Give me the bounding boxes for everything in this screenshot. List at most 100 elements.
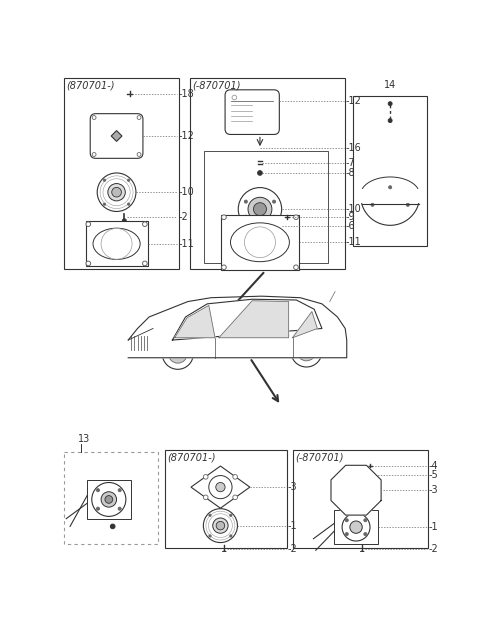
Polygon shape — [175, 306, 215, 338]
Text: -2: -2 — [428, 544, 438, 554]
Circle shape — [291, 336, 322, 367]
Circle shape — [233, 495, 238, 500]
Circle shape — [244, 215, 247, 218]
Circle shape — [340, 502, 344, 507]
Circle shape — [92, 482, 126, 516]
Text: (870701-): (870701-) — [66, 81, 115, 91]
Circle shape — [364, 519, 367, 522]
Text: -3: -3 — [287, 482, 297, 492]
Circle shape — [128, 179, 130, 182]
Circle shape — [406, 203, 409, 206]
Polygon shape — [292, 312, 317, 338]
Circle shape — [368, 472, 372, 477]
Circle shape — [222, 215, 226, 219]
Circle shape — [232, 95, 237, 100]
Circle shape — [118, 489, 121, 492]
Bar — [64, 452, 158, 544]
Polygon shape — [219, 301, 288, 338]
Text: -10: -10 — [179, 187, 194, 197]
Bar — [85, 221, 147, 266]
Bar — [190, 78, 345, 269]
Text: -10: -10 — [345, 204, 361, 214]
Circle shape — [350, 521, 362, 533]
Text: -4: -4 — [428, 461, 438, 471]
Ellipse shape — [230, 223, 289, 262]
Circle shape — [229, 535, 232, 537]
Circle shape — [100, 176, 133, 208]
Circle shape — [364, 533, 367, 536]
Text: -11: -11 — [345, 237, 361, 247]
Circle shape — [162, 339, 193, 370]
Bar — [353, 96, 427, 246]
Text: -6: -6 — [345, 221, 355, 231]
Text: -9: -9 — [345, 212, 355, 222]
Circle shape — [143, 222, 147, 226]
Circle shape — [101, 228, 132, 259]
Circle shape — [360, 551, 365, 556]
Circle shape — [302, 348, 311, 355]
Circle shape — [96, 507, 99, 510]
Text: -1: -1 — [287, 521, 297, 531]
Circle shape — [233, 474, 238, 479]
Circle shape — [97, 173, 136, 211]
Circle shape — [349, 483, 363, 497]
Circle shape — [342, 513, 370, 541]
Text: -16: -16 — [345, 143, 361, 153]
Circle shape — [248, 197, 272, 221]
Circle shape — [137, 115, 141, 120]
Circle shape — [204, 474, 208, 479]
Circle shape — [244, 227, 276, 258]
Circle shape — [92, 115, 96, 120]
FancyBboxPatch shape — [90, 113, 143, 158]
Circle shape — [209, 476, 232, 498]
Circle shape — [294, 265, 298, 270]
Circle shape — [345, 533, 348, 536]
Circle shape — [209, 514, 211, 516]
Circle shape — [229, 514, 232, 516]
Circle shape — [216, 482, 225, 492]
Circle shape — [118, 507, 121, 510]
Circle shape — [137, 153, 141, 156]
Circle shape — [222, 551, 227, 556]
Circle shape — [174, 350, 181, 358]
Circle shape — [168, 345, 187, 363]
Circle shape — [108, 184, 125, 201]
Text: 14: 14 — [384, 80, 396, 90]
Circle shape — [103, 179, 106, 182]
Circle shape — [128, 203, 130, 205]
Text: (-870701): (-870701) — [295, 453, 343, 463]
Bar — [64, 78, 179, 269]
Text: -8: -8 — [345, 168, 355, 178]
Polygon shape — [172, 299, 322, 340]
Text: -11: -11 — [179, 239, 194, 249]
FancyBboxPatch shape — [225, 90, 279, 135]
Text: 13: 13 — [78, 434, 90, 444]
Bar — [165, 450, 287, 548]
Polygon shape — [128, 296, 347, 358]
Circle shape — [103, 179, 130, 206]
Text: (-870701): (-870701) — [192, 81, 241, 91]
Circle shape — [388, 118, 392, 123]
Circle shape — [204, 495, 208, 500]
Polygon shape — [191, 466, 250, 508]
Circle shape — [222, 265, 226, 270]
Bar — [204, 151, 328, 263]
Circle shape — [238, 188, 282, 231]
Ellipse shape — [93, 228, 140, 259]
Circle shape — [368, 502, 372, 507]
Circle shape — [143, 261, 147, 266]
Circle shape — [208, 514, 232, 538]
Text: (870701-): (870701-) — [167, 453, 216, 463]
Circle shape — [105, 495, 113, 503]
Circle shape — [110, 524, 115, 529]
Circle shape — [368, 474, 372, 478]
Text: -2: -2 — [179, 212, 188, 222]
Bar — [87, 480, 131, 519]
Bar — [292, 450, 428, 548]
Circle shape — [371, 203, 374, 206]
Circle shape — [258, 170, 262, 175]
Circle shape — [213, 518, 228, 533]
Circle shape — [244, 200, 247, 203]
Circle shape — [335, 469, 378, 512]
Circle shape — [389, 186, 392, 189]
